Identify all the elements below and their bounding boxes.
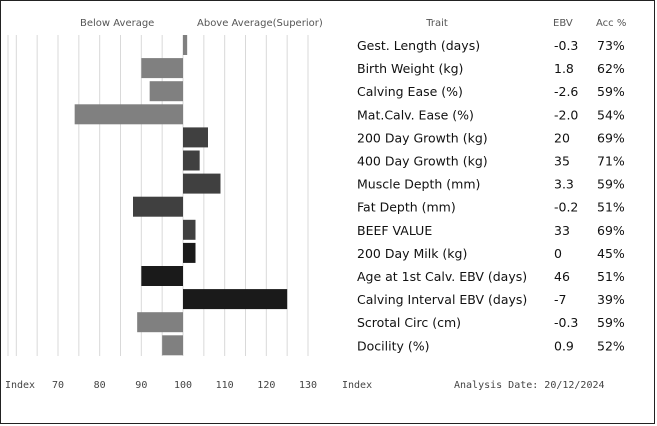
row-labels: Gest. Length (days) -0.3 73% Birth Weight (… (357, 38, 625, 353)
acc-value: 59% (597, 177, 625, 192)
x-tick-label: 110 (216, 380, 234, 391)
acc-header: Acc % (596, 18, 626, 29)
ebv-value: 3.3 (554, 177, 574, 192)
trait-header: Trait (425, 18, 448, 29)
x-tick-label: 80 (94, 380, 106, 391)
ebv-value: -2.6 (554, 84, 578, 99)
bar-12 (137, 312, 183, 333)
ebv-value: 0.9 (554, 338, 574, 353)
index-right-label: Index (342, 380, 372, 391)
trait-label: Docility (%) (357, 338, 429, 353)
trait-label: Calving Interval EBV (days) (357, 292, 527, 307)
x-tick-label: 120 (257, 380, 275, 391)
acc-value: 59% (597, 84, 625, 99)
acc-value: 45% (597, 246, 625, 261)
ebv-value: 1.8 (554, 61, 574, 76)
chart-header: Below Average Above Average(Superior) Tr… (80, 18, 626, 29)
trait-label: Age at 1st Calv. EBV (days) (357, 269, 527, 284)
trait-label: 400 Day Growth (kg) (357, 154, 488, 169)
trait-label: Calving Ease (%) (357, 84, 463, 99)
bar-8 (183, 219, 196, 240)
ebv-value: -0.2 (554, 200, 578, 215)
x-axis-ticks: Index 70 80 90 100 110 120 130 (5, 380, 317, 391)
ebv-value: 33 (554, 223, 570, 238)
ebv-value: -2.0 (554, 107, 578, 122)
bar-11 (183, 289, 288, 310)
trait-label: Gest. Length (days) (357, 38, 480, 53)
ebv-value: -0.3 (554, 38, 578, 53)
acc-value: 73% (597, 38, 625, 53)
bar-3 (74, 104, 183, 125)
bar-0 (183, 35, 188, 55)
ebv-value: 35 (554, 154, 570, 169)
chart-footer: Index Analysis Date: 20/12/2024 (342, 380, 605, 391)
ebv-header: EBV (553, 18, 573, 29)
bar-9 (183, 242, 196, 263)
below-average-label: Below Average (80, 18, 154, 29)
analysis-date: Analysis Date: 20/12/2024 (454, 380, 605, 391)
bar-2 (149, 81, 183, 102)
ebv-value: 0 (554, 246, 562, 261)
bar-1 (141, 58, 183, 79)
trait-label: Fat Depth (mm) (357, 200, 456, 215)
trait-label: Muscle Depth (mm) (357, 177, 480, 192)
trait-label: Mat.Calv. Ease (%) (357, 107, 474, 122)
acc-value: 69% (597, 130, 625, 145)
trait-label: 200 Day Growth (kg) (357, 130, 488, 145)
x-tick-label: 70 (52, 380, 64, 391)
bar-10 (141, 266, 183, 286)
x-tick-label: 90 (135, 380, 147, 391)
acc-value: 52% (597, 338, 625, 353)
bar-5 (183, 150, 200, 171)
trait-label: BEEF VALUE (357, 223, 432, 238)
trait-label: 200 Day Milk (kg) (357, 246, 467, 261)
acc-value: 51% (597, 269, 625, 284)
ebv-value: 46 (554, 269, 570, 284)
above-average-label: Above Average(Superior) (197, 18, 323, 29)
bar-6 (183, 173, 221, 194)
bar-7 (133, 196, 183, 217)
acc-value: 59% (597, 315, 625, 330)
acc-value: 71% (597, 154, 625, 169)
bar-4 (183, 127, 208, 148)
x-tick-label: 100 (174, 380, 192, 391)
index-left-label: Index (5, 380, 35, 391)
x-tick-label: 130 (299, 380, 317, 391)
bars (74, 35, 288, 356)
acc-value: 39% (597, 292, 625, 307)
ebv-value: -0.3 (554, 315, 578, 330)
trait-label: Birth Weight (kg) (357, 61, 463, 76)
acc-value: 51% (597, 200, 625, 215)
acc-value: 62% (597, 61, 625, 76)
acc-value: 69% (597, 223, 625, 238)
ebv-value: -7 (554, 292, 566, 307)
acc-value: 54% (597, 107, 625, 122)
ebv-value: 20 (554, 130, 570, 145)
trait-label: Scrotal Circ (cm) (357, 315, 461, 330)
bar-13 (162, 335, 183, 356)
